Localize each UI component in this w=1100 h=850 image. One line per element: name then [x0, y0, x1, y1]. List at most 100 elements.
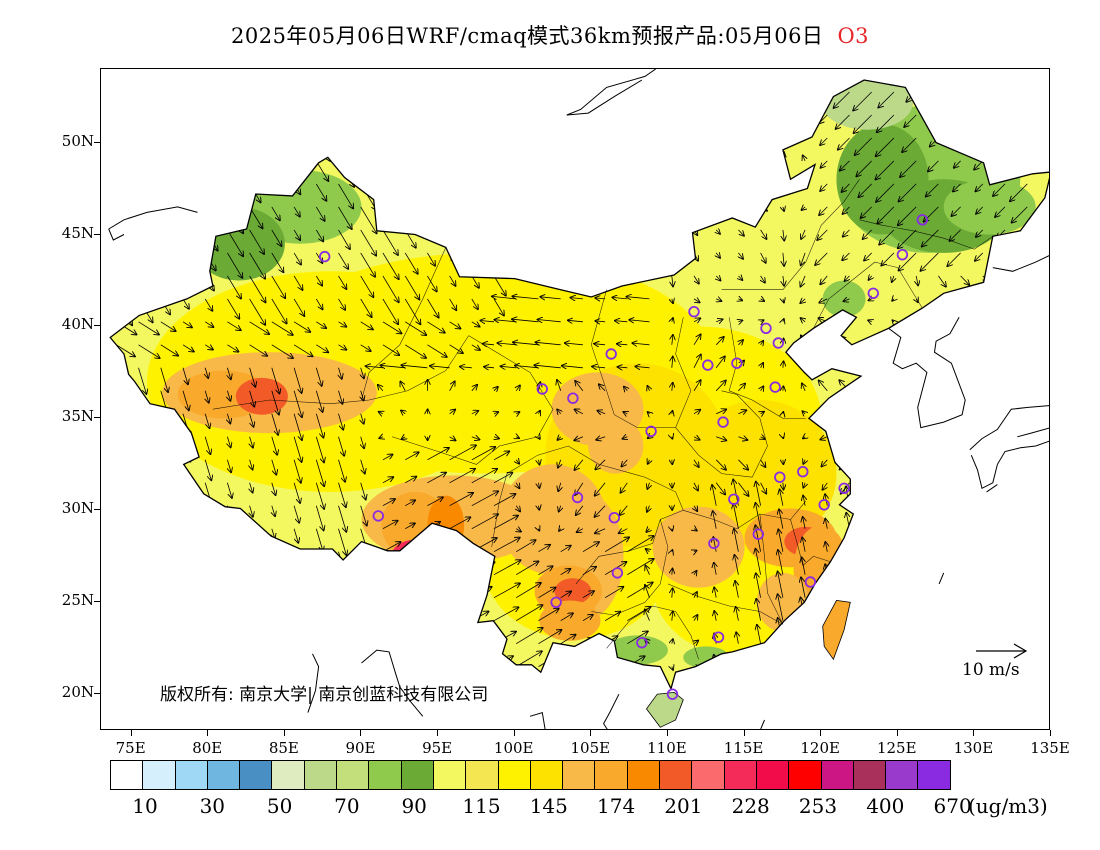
lat-tick-label: 25N — [61, 591, 94, 610]
legend-swatch — [110, 760, 144, 790]
lat-tick-label: 20N — [61, 683, 94, 702]
legend-swatch — [626, 760, 661, 790]
monitoring-site-marker — [605, 348, 617, 360]
monitoring-site-marker — [712, 631, 725, 643]
monitoring-site-marker — [774, 471, 786, 483]
lat-tick-label: 45N — [61, 223, 94, 242]
legend-swatch — [206, 760, 241, 790]
legend-value-label: 253 — [798, 794, 838, 818]
legend-swatch — [174, 760, 208, 790]
monitoring-site-marker — [608, 512, 621, 524]
lat-tick-mark — [94, 601, 100, 603]
legend-value-label: 115 — [462, 794, 501, 818]
color-legend — [110, 760, 951, 790]
legend-swatch — [594, 760, 628, 790]
legend-value-label: 174 — [597, 794, 636, 818]
province-borders — [212, 179, 993, 660]
lon-tick-mark — [360, 730, 362, 736]
legend-swatch — [465, 760, 499, 790]
lon-tick-mark — [513, 730, 515, 736]
monitoring-site-marker — [666, 688, 679, 700]
monitoring-site-marker — [728, 493, 740, 506]
legend-value-label: 30 — [199, 794, 226, 818]
monitoring-site-marker — [752, 528, 765, 540]
monitoring-site-marker — [571, 491, 584, 504]
lon-tick-mark — [590, 730, 592, 736]
legend-swatch — [497, 760, 531, 790]
lon-tick-mark — [973, 730, 975, 736]
legend-swatch — [723, 760, 757, 790]
monitoring-site-marker — [372, 510, 385, 522]
monitoring-site-marker — [645, 425, 657, 438]
lon-tick-mark — [437, 730, 439, 736]
lon-tick-label: 110E — [647, 739, 687, 757]
lat-tick-mark — [94, 417, 100, 419]
monitoring-site-marker — [818, 499, 830, 511]
lon-tick-mark — [283, 730, 285, 736]
monitoring-site-marker — [838, 482, 850, 495]
lon-tick-label: 135E — [1030, 739, 1070, 757]
lat-tick-label: 30N — [61, 499, 94, 518]
monitoring-site-marker — [896, 248, 909, 261]
legend-swatch — [336, 760, 370, 790]
legend-swatch — [432, 760, 467, 790]
lat-tick-mark — [94, 325, 100, 327]
legend-unit: (ug/m3) — [968, 794, 1048, 818]
monitoring-site-marker — [760, 322, 772, 334]
legend-swatch — [303, 760, 338, 790]
ozone-map — [108, 69, 1049, 729]
lat-tick-label: 50N — [61, 131, 94, 150]
monitoring-site-marker — [769, 381, 781, 393]
monitoring-site-marker — [772, 337, 785, 349]
lon-tick-label: 95E — [422, 739, 453, 757]
lat-tick-mark — [94, 233, 100, 235]
legend-value-label: 50 — [266, 794, 293, 818]
copyright-text: 版权所有: 南京大学| 南京创蓝科技有限公司 — [160, 685, 489, 705]
lon-tick-mark — [130, 730, 132, 736]
lon-tick-label: 125E — [876, 739, 917, 757]
monitoring-site-marker — [688, 305, 700, 318]
monitoring-site-marker — [636, 637, 648, 649]
wind-reference-arrow — [976, 643, 1028, 659]
legend-swatch — [529, 760, 564, 790]
monitoring-site-marker — [916, 214, 929, 226]
lon-tick-mark — [820, 730, 822, 736]
lon-tick-label: 80E — [192, 739, 223, 757]
monitoring-site-marker — [611, 567, 624, 579]
legend-swatch — [852, 760, 887, 790]
lat-tick-mark — [94, 141, 100, 143]
legend-swatch — [659, 760, 693, 790]
legend-swatch — [917, 760, 951, 790]
legend-swatch — [400, 760, 434, 790]
lon-tick-label: 115E — [723, 739, 764, 757]
legend-value-label: 400 — [866, 794, 905, 818]
legend-swatch — [368, 760, 402, 790]
legend-swatch — [820, 760, 854, 790]
legend-value-label: 201 — [664, 794, 703, 818]
monitoring-site-marker — [797, 466, 809, 478]
monitoring-sites — [318, 214, 929, 700]
legend-swatch — [755, 760, 790, 790]
legend-value-label: 70 — [334, 794, 360, 818]
lon-tick-label: 85E — [268, 739, 299, 757]
legend-swatch — [562, 760, 596, 790]
monitoring-site-marker — [731, 357, 743, 369]
map-title: 2025年05月06日WRF/cmaq模式36km预报产品:05月06日 O3 — [0, 20, 1100, 50]
lat-tick-mark — [94, 693, 100, 695]
legend-swatch — [271, 760, 305, 790]
monitoring-site-marker — [708, 537, 720, 550]
legend-swatch — [691, 760, 725, 790]
lon-tick-label: 100E — [493, 739, 534, 757]
monitoring-site-marker — [318, 250, 331, 263]
lat-tick-mark — [94, 509, 100, 511]
legend-value-label: 10 — [132, 794, 158, 818]
lon-tick-mark — [207, 730, 209, 736]
map-panel — [100, 68, 1050, 730]
lon-tick-label: 75E — [115, 739, 146, 757]
lon-tick-mark — [743, 730, 745, 736]
monitoring-site-marker — [536, 383, 549, 395]
ozone-field — [109, 79, 1049, 728]
lon-tick-mark — [896, 730, 898, 736]
lon-tick-label: 120E — [800, 739, 840, 757]
lon-tick-mark — [666, 730, 668, 736]
